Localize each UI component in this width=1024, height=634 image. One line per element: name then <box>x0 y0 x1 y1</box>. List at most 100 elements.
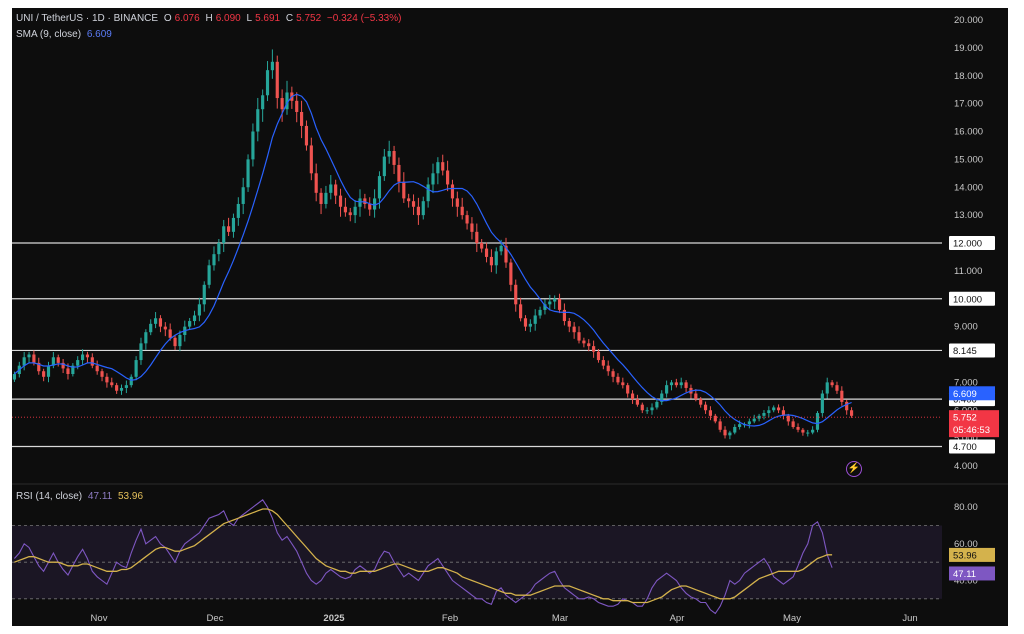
low-value: 5.691 <box>255 13 281 24</box>
lightning-icon[interactable]: ⚡ <box>846 461 862 477</box>
candle-body <box>265 70 270 96</box>
candle-body <box>650 407 654 411</box>
candle <box>265 61 270 102</box>
candle <box>757 413 761 422</box>
candle <box>241 177 245 215</box>
candle-body <box>426 184 430 202</box>
price-tick-label: 17.000 <box>954 99 983 110</box>
candle <box>815 411 820 433</box>
time-tick-label: Mar <box>552 613 568 624</box>
candle-body <box>621 382 625 386</box>
candle-body <box>645 410 649 412</box>
candle-body <box>845 401 849 411</box>
candle-body <box>319 192 323 204</box>
candle <box>368 197 372 216</box>
candle-body <box>489 256 493 266</box>
candle <box>163 322 167 337</box>
candle <box>212 246 216 271</box>
level-label-bg <box>949 236 995 250</box>
candle-body <box>100 371 104 377</box>
candle-body <box>460 206 464 216</box>
candle-body <box>475 231 479 243</box>
candle <box>655 399 659 410</box>
candle <box>275 55 279 109</box>
candle-body <box>300 111 304 126</box>
level-label-badge: 4.700 <box>949 439 995 454</box>
candle-body <box>377 176 382 199</box>
candle <box>119 384 124 395</box>
candle <box>153 312 158 329</box>
candle-body <box>387 151 391 157</box>
level-label-badge: 12.000 <box>949 236 995 250</box>
candle <box>363 193 367 209</box>
rsi-label: RSI (14, close) <box>16 491 83 502</box>
time-tick-label: Apr <box>670 613 685 624</box>
candle-body <box>304 125 309 146</box>
candle-body <box>723 429 727 436</box>
price-tick-label: 4.000 <box>954 461 978 472</box>
candle <box>416 197 420 225</box>
candle <box>411 194 416 215</box>
candle-body <box>504 245 508 263</box>
countdown-label: 05:46:53 <box>953 425 990 436</box>
candle <box>105 373 109 388</box>
candle-body <box>480 243 484 249</box>
candle <box>465 210 469 230</box>
candle-body <box>543 304 547 310</box>
candle <box>699 396 703 408</box>
rsi-badge <box>949 566 995 581</box>
candle <box>227 217 231 236</box>
candle <box>334 179 338 205</box>
candle <box>577 326 581 344</box>
candle-body <box>523 318 528 327</box>
candle-body <box>465 215 469 224</box>
candle-body <box>392 151 396 165</box>
candle-body <box>129 376 133 386</box>
candle-body <box>163 326 167 330</box>
candle-body <box>85 354 90 358</box>
candle <box>523 315 528 331</box>
candle <box>592 340 596 358</box>
candle-body <box>665 385 669 394</box>
candle-body <box>373 198 377 210</box>
chart-canvas[interactable]: 20.000 19.000 18.000 17.000 16.000 15.000 14.0… <box>12 8 1008 626</box>
candle <box>538 306 542 319</box>
symbol-legend: UNI / TetherUS · 1D · BINANCE O 6.076 H 6.… <box>16 13 404 24</box>
candle <box>528 319 532 333</box>
candle-body <box>635 399 639 405</box>
time-tick-label: 2025 <box>323 613 345 624</box>
candle <box>217 238 221 262</box>
candle-body <box>752 418 756 422</box>
candle-body <box>567 321 571 327</box>
candle <box>762 410 766 420</box>
rsi-legend[interactable]: RSI (14, close) 47.11 53.96 <box>16 491 146 502</box>
candle-body <box>582 340 586 344</box>
candle <box>158 315 163 333</box>
candle <box>61 358 65 374</box>
candle-body <box>227 226 231 232</box>
candle-body <box>679 382 683 386</box>
candle <box>601 356 605 370</box>
candle-body <box>95 365 99 372</box>
candle-body <box>484 248 489 257</box>
sma-legend[interactable]: SMA (9, close) 6.609 <box>16 29 115 40</box>
candle <box>134 356 138 381</box>
candle-body <box>684 382 688 388</box>
candle <box>387 140 391 164</box>
sma-badge <box>949 386 995 401</box>
candle-body <box>747 421 751 425</box>
candle-body <box>178 334 182 347</box>
price-tick-label: 15.000 <box>954 154 983 165</box>
candle <box>115 382 119 394</box>
candle-body <box>470 223 474 232</box>
price-tick-label: 20.000 <box>954 15 983 26</box>
candle <box>197 297 201 322</box>
candle-body <box>830 382 834 386</box>
candle-body <box>139 343 143 361</box>
rsi-ma-badge <box>949 547 995 562</box>
candle <box>329 175 333 200</box>
rsi-badge-label: 47.11 <box>953 569 976 580</box>
candle <box>256 97 260 142</box>
candle <box>314 163 318 202</box>
candle <box>348 207 352 222</box>
